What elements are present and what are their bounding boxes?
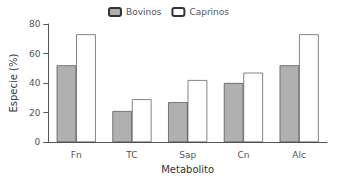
svg-text:Fn: Fn: [71, 150, 82, 160]
svg-text:Sap: Sap: [179, 150, 196, 160]
svg-text:Caprinos: Caprinos: [189, 7, 229, 17]
svg-text:Alc: Alc: [292, 150, 306, 160]
svg-text:0: 0: [35, 137, 41, 147]
svg-text:Especie (%): Especie (%): [8, 53, 19, 112]
svg-text:Metabolito: Metabolito: [161, 164, 214, 175]
svg-text:60: 60: [29, 49, 41, 59]
svg-text:TC: TC: [125, 150, 137, 160]
svg-text:20: 20: [29, 108, 41, 118]
svg-text:Cn: Cn: [237, 150, 249, 160]
svg-text:40: 40: [29, 78, 41, 88]
svg-text:80: 80: [29, 19, 41, 29]
svg-text:Bovinos: Bovinos: [126, 7, 162, 17]
